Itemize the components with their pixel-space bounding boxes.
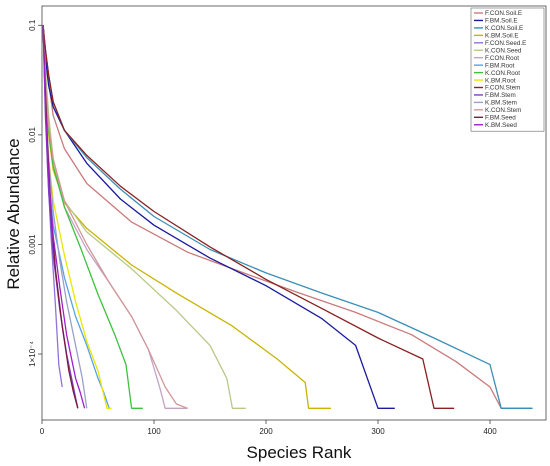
x-tick-label: 300 xyxy=(371,427,385,436)
series-line-k-con-soil-e xyxy=(42,25,533,409)
series-line-k-con-seed xyxy=(42,25,246,409)
legend-label: K.BM.Seed xyxy=(485,122,517,129)
series-line-k-con-stem xyxy=(42,25,188,409)
legend-label: F.CON.Root xyxy=(485,55,519,62)
x-tick-label: 400 xyxy=(483,427,497,436)
legend-label: K.CON.Stem xyxy=(485,107,521,114)
legend-label: K.CON.Root xyxy=(485,70,520,77)
y-tick-label: 0.1 xyxy=(28,19,37,31)
series-line-f-con-soil-e xyxy=(42,25,532,409)
series-line-k-bm-soil-e xyxy=(42,25,331,409)
x-tick-label: 200 xyxy=(259,427,273,436)
x-tick-label: 0 xyxy=(40,427,45,436)
y-tick-label: 0.01 xyxy=(28,127,37,143)
x-axis-title: Species Rank xyxy=(247,443,352,462)
legend-label: K.BM.Stem xyxy=(485,100,517,107)
legend-label: K.BM.Root xyxy=(485,77,516,84)
legend-label: F.BM.Soil.E xyxy=(485,18,518,25)
series-line-k-bm-seed xyxy=(42,25,86,409)
legend-label: K.CON.Soil.E xyxy=(485,25,523,32)
legend-label: K.BM.Soil.E xyxy=(485,33,519,40)
legend-label: F.BM.Root xyxy=(485,62,515,69)
legend-label: F.CON.Soil.E xyxy=(485,10,522,17)
y-tick-label: 1×10⁻⁴ xyxy=(28,341,37,367)
y-axis-title: Relative Abundance xyxy=(4,138,23,289)
x-axis-ticks: 0 100 200 300 400 xyxy=(40,420,497,436)
x-tick-label: 100 xyxy=(147,427,161,436)
legend-box xyxy=(470,7,545,132)
y-axis-ticks: 0.1 0.01 0.001 1×10⁻⁴ xyxy=(28,19,42,367)
series-line-f-bm-soil-e xyxy=(42,25,395,409)
legend: F.CON.Soil.EF.BM.Soil.EK.CON.Soil.EK.BM.… xyxy=(470,7,545,132)
legend-label: F.BM.Stem xyxy=(485,92,516,99)
series-line-f-con-stem xyxy=(42,25,455,409)
legend-label: F.CON.Stem xyxy=(485,85,520,92)
plot-frame xyxy=(41,5,547,421)
legend-label: F.CON.Seed.E xyxy=(485,40,526,47)
series-lines xyxy=(42,25,533,409)
legend-label: F.BM.Seed xyxy=(485,115,516,122)
plot-area xyxy=(41,5,547,421)
legend-label: K.CON.Seed xyxy=(485,47,522,54)
series-line-f-con-root xyxy=(42,25,188,409)
y-tick-label: 0.001 xyxy=(28,234,37,255)
